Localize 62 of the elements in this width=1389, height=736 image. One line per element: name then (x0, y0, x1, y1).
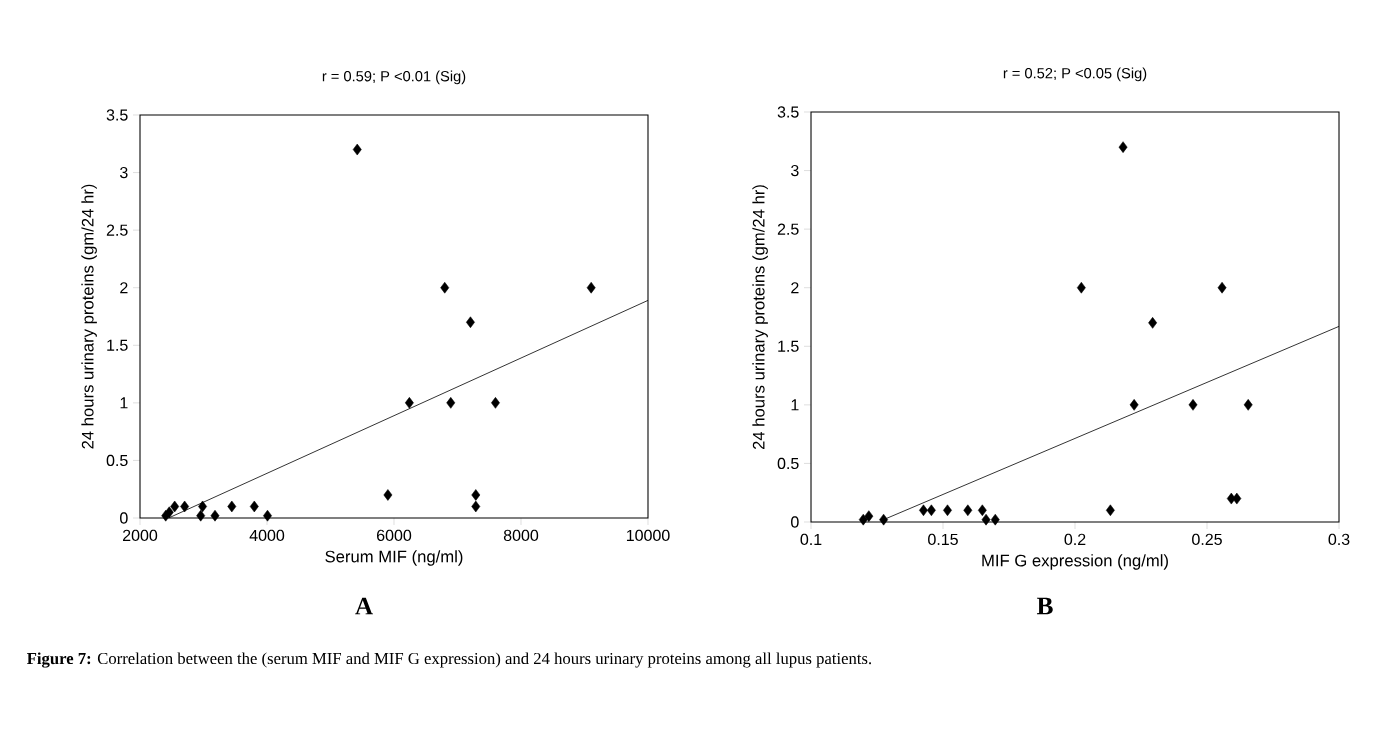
x-axis-title: Serum MIF (ng/ml) (325, 550, 463, 566)
point (491, 397, 500, 409)
point (180, 500, 190, 513)
x-tick-label: 0.1 (800, 533, 822, 546)
y-tick-label: 0.5 (106, 454, 128, 467)
y-tick-label: 2.5 (106, 224, 128, 236)
y-tick-label: 1.5 (778, 340, 799, 352)
point (864, 510, 874, 522)
x-tick-label: 2000 (123, 529, 158, 542)
x-tick-label: 0.15 (928, 533, 958, 546)
x-tick-label: 0.2 (1064, 533, 1086, 546)
text: Figure 7: Correlation between the (serum MIF and MIF G expression) and 24 hours urinary proteins among all lupus patients. (27, 652, 872, 668)
y-tick-label: 1 (791, 399, 799, 411)
x-tick-label: 6000 (377, 529, 412, 542)
point (586, 281, 596, 294)
y-tick-label: 3 (120, 166, 128, 179)
point (990, 513, 1000, 526)
x-tick-label: 10000 (626, 529, 670, 542)
y-tick-label: 3.5 (106, 109, 128, 121)
x-tick-label: 0.3 (1328, 533, 1350, 546)
point (210, 509, 220, 522)
point (1243, 399, 1253, 411)
y-tick-label: 2 (791, 282, 799, 294)
chart-title: r = 0.59; P <0.01 (Sig) (322, 70, 466, 85)
y-axis-title: 24 hours urinary proteins (gm/24 hr) (752, 185, 768, 450)
chart-title: r = 0.52; P <0.05 (Sig) (1003, 67, 1147, 82)
point (1076, 281, 1086, 294)
y-tick-label: 3 (791, 164, 799, 177)
point (170, 500, 180, 513)
y-tick-label: 1 (120, 397, 128, 409)
point (1188, 399, 1198, 411)
x-tick-label: 8000 (503, 529, 539, 542)
point (471, 500, 481, 513)
point (977, 504, 987, 517)
text: B (1036, 597, 1053, 615)
point (352, 143, 362, 156)
point (249, 500, 259, 513)
x-tick-label: 0.25 (1192, 533, 1222, 546)
y-axis-title: 24 hours urinary proteins (gm/24 hr) (81, 184, 97, 449)
y-tick-label: 0.5 (777, 457, 799, 470)
point (196, 509, 206, 522)
y-tick-label: 1.5 (107, 339, 128, 351)
point (471, 489, 481, 501)
point (1118, 141, 1128, 153)
point (404, 397, 414, 409)
point (963, 504, 973, 517)
y-tick-label: 2.5 (777, 223, 799, 235)
x-axis-title: MIF G expression (ng/ml) (982, 554, 1168, 570)
point (1148, 317, 1158, 329)
point (1217, 281, 1227, 294)
y-tick-label: 0 (120, 512, 128, 524)
point (981, 513, 991, 526)
x-tick-label: 4000 (249, 529, 285, 542)
point (1129, 399, 1139, 411)
y-tick-label: 2 (120, 282, 128, 294)
text: A (355, 597, 373, 615)
y-tick-label: 0 (791, 516, 799, 528)
point (383, 489, 393, 501)
y-tick-label: 3.5 (777, 106, 799, 118)
point (446, 397, 456, 409)
point (227, 500, 237, 513)
point (440, 281, 450, 294)
